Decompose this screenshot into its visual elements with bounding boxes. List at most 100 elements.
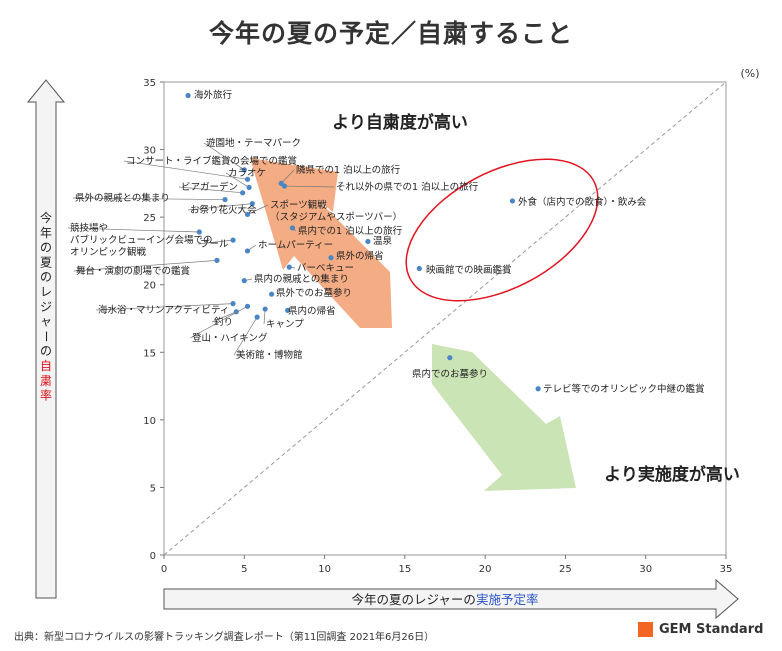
y-tick-label: 30: [143, 146, 156, 157]
y-axis-label-char: 夏: [40, 255, 52, 269]
y-axis-label-char: の: [40, 241, 52, 255]
logo-text: GEM Standard: [659, 622, 764, 637]
leader-line: [197, 239, 234, 245]
y-axis-label-char: 今: [40, 210, 52, 225]
y-axis-label-char: 年: [40, 226, 52, 240]
point-label: プール: [200, 239, 229, 250]
data-point: [447, 355, 453, 361]
point-label: 海外旅行: [194, 89, 233, 101]
point-label: それ以外の県での1 泊以上の旅行: [336, 181, 479, 193]
y-tick-label: 20: [143, 281, 156, 292]
data-point: [244, 176, 251, 182]
data-point: [289, 225, 296, 231]
data-point: [262, 306, 268, 312]
data-point: [244, 303, 251, 309]
data-point: [286, 264, 292, 270]
point-label: 海水浴・マリンアクティビティ: [98, 304, 229, 316]
x-tick-label: 5: [241, 564, 247, 575]
leader-line: [187, 203, 253, 211]
data-point: [509, 198, 516, 204]
point-label: バーベキュー: [297, 263, 354, 274]
data-point: [222, 196, 228, 203]
leader-line: [73, 260, 218, 272]
x-axis-label: 今年の夏のレジャーの実施予定率: [352, 592, 539, 607]
point-label: 県外でのお墓参り: [276, 287, 352, 299]
leader-line: [189, 306, 248, 339]
logo-mark-icon: [638, 622, 653, 637]
leader-line: [72, 197, 226, 200]
y-axis-label-char: の: [40, 270, 52, 284]
point-label: ビアガーデン: [181, 181, 238, 193]
y-axis-label-char: 自: [40, 359, 52, 373]
arrow-up-shape: [250, 158, 392, 328]
point-label: コンサート・ライブ鑑賞の会場での鑑賞: [126, 155, 297, 167]
point-label: 映画館での映画鑑賞: [426, 264, 512, 276]
point-label: 県内の親戚との集まり: [254, 273, 349, 285]
point-label: 登山・ハイキング: [192, 332, 268, 344]
point-label: 県外の帰省: [336, 250, 384, 262]
y-axis-label-char: 粛: [40, 374, 52, 388]
x-tick-label: 0: [161, 564, 167, 575]
data-point: [328, 255, 334, 261]
x-tick-label: 30: [639, 564, 652, 575]
data-point: [416, 265, 422, 272]
x-axis-arrow: [163, 578, 739, 620]
x-tick-label: 20: [479, 564, 492, 575]
data-point: [244, 211, 251, 218]
data-point: [365, 238, 371, 245]
data-point: [268, 291, 275, 297]
y-axis-label-char: ー: [39, 330, 53, 342]
annotation-up: より自粛度が高い: [332, 112, 468, 133]
y-tick-label: 15: [143, 348, 156, 359]
data-point: [241, 167, 247, 173]
leader-line: [67, 227, 200, 233]
point-label: 美術館・博物館: [236, 349, 303, 361]
point-label: 県外の親戚との集まり: [75, 192, 170, 204]
y-tick-label: 5: [150, 483, 156, 494]
y-axis-label-char: ジ: [40, 300, 52, 314]
leader-line: [95, 303, 234, 311]
point-label: 県内の帰省: [288, 305, 336, 317]
y-tick-label: 25: [143, 213, 156, 224]
data-point: [241, 278, 247, 284]
point-label: 県内での1 泊以上の旅行: [298, 225, 403, 237]
data-point: [535, 386, 541, 392]
data-point: [185, 92, 191, 99]
point-label: カラオケ: [228, 168, 266, 179]
point-label: 外食（店内での飲食）・飲み会: [518, 196, 647, 208]
source-note: 出典：新型コロナウイルスの影響トラッキング調査レポート（第11回調査 2021年…: [14, 632, 435, 643]
point-label: お祭り花火大会: [190, 204, 257, 216]
data-point: [214, 257, 220, 263]
data-point: [240, 190, 246, 196]
annotation-down: より実施度が高い: [604, 464, 740, 485]
x-tick-label: 35: [720, 564, 733, 575]
highlight-ellipse: [405, 158, 599, 302]
leader-line: [247, 204, 269, 215]
data-point: [230, 301, 236, 307]
point-label: 舞台・演劇の劇場での鑑賞: [76, 265, 190, 277]
data-point: [249, 201, 255, 207]
x-tick-label: 25: [559, 564, 572, 575]
data-point: [281, 183, 288, 189]
leader-line: [225, 172, 250, 188]
data-point: [196, 229, 202, 235]
point-label: キャンプ: [266, 319, 304, 330]
point-label: 隣県での1 泊以上の旅行: [296, 164, 401, 176]
unit-label: (%): [740, 67, 759, 80]
point-label: 遊園地・テーマパーク: [206, 137, 301, 149]
leader-line: [123, 160, 248, 180]
data-point: [230, 237, 236, 243]
leader-line: [284, 185, 335, 188]
page-title: 今年の夏の予定／自粛すること: [208, 19, 573, 48]
y-tick-label: 0: [150, 551, 156, 562]
data-point: [254, 314, 260, 320]
data-point: [285, 307, 291, 313]
point-label: 釣り: [214, 316, 233, 328]
leader-line: [280, 169, 295, 184]
y-axis-label-char: の: [40, 344, 52, 358]
point-label: 温泉: [373, 235, 393, 247]
point-label: 県内でのお墓参り: [412, 368, 488, 380]
point-label: テレビ等でのオリンピック中継の鑑賞: [543, 383, 705, 395]
y-tick-label: 10: [143, 416, 156, 427]
